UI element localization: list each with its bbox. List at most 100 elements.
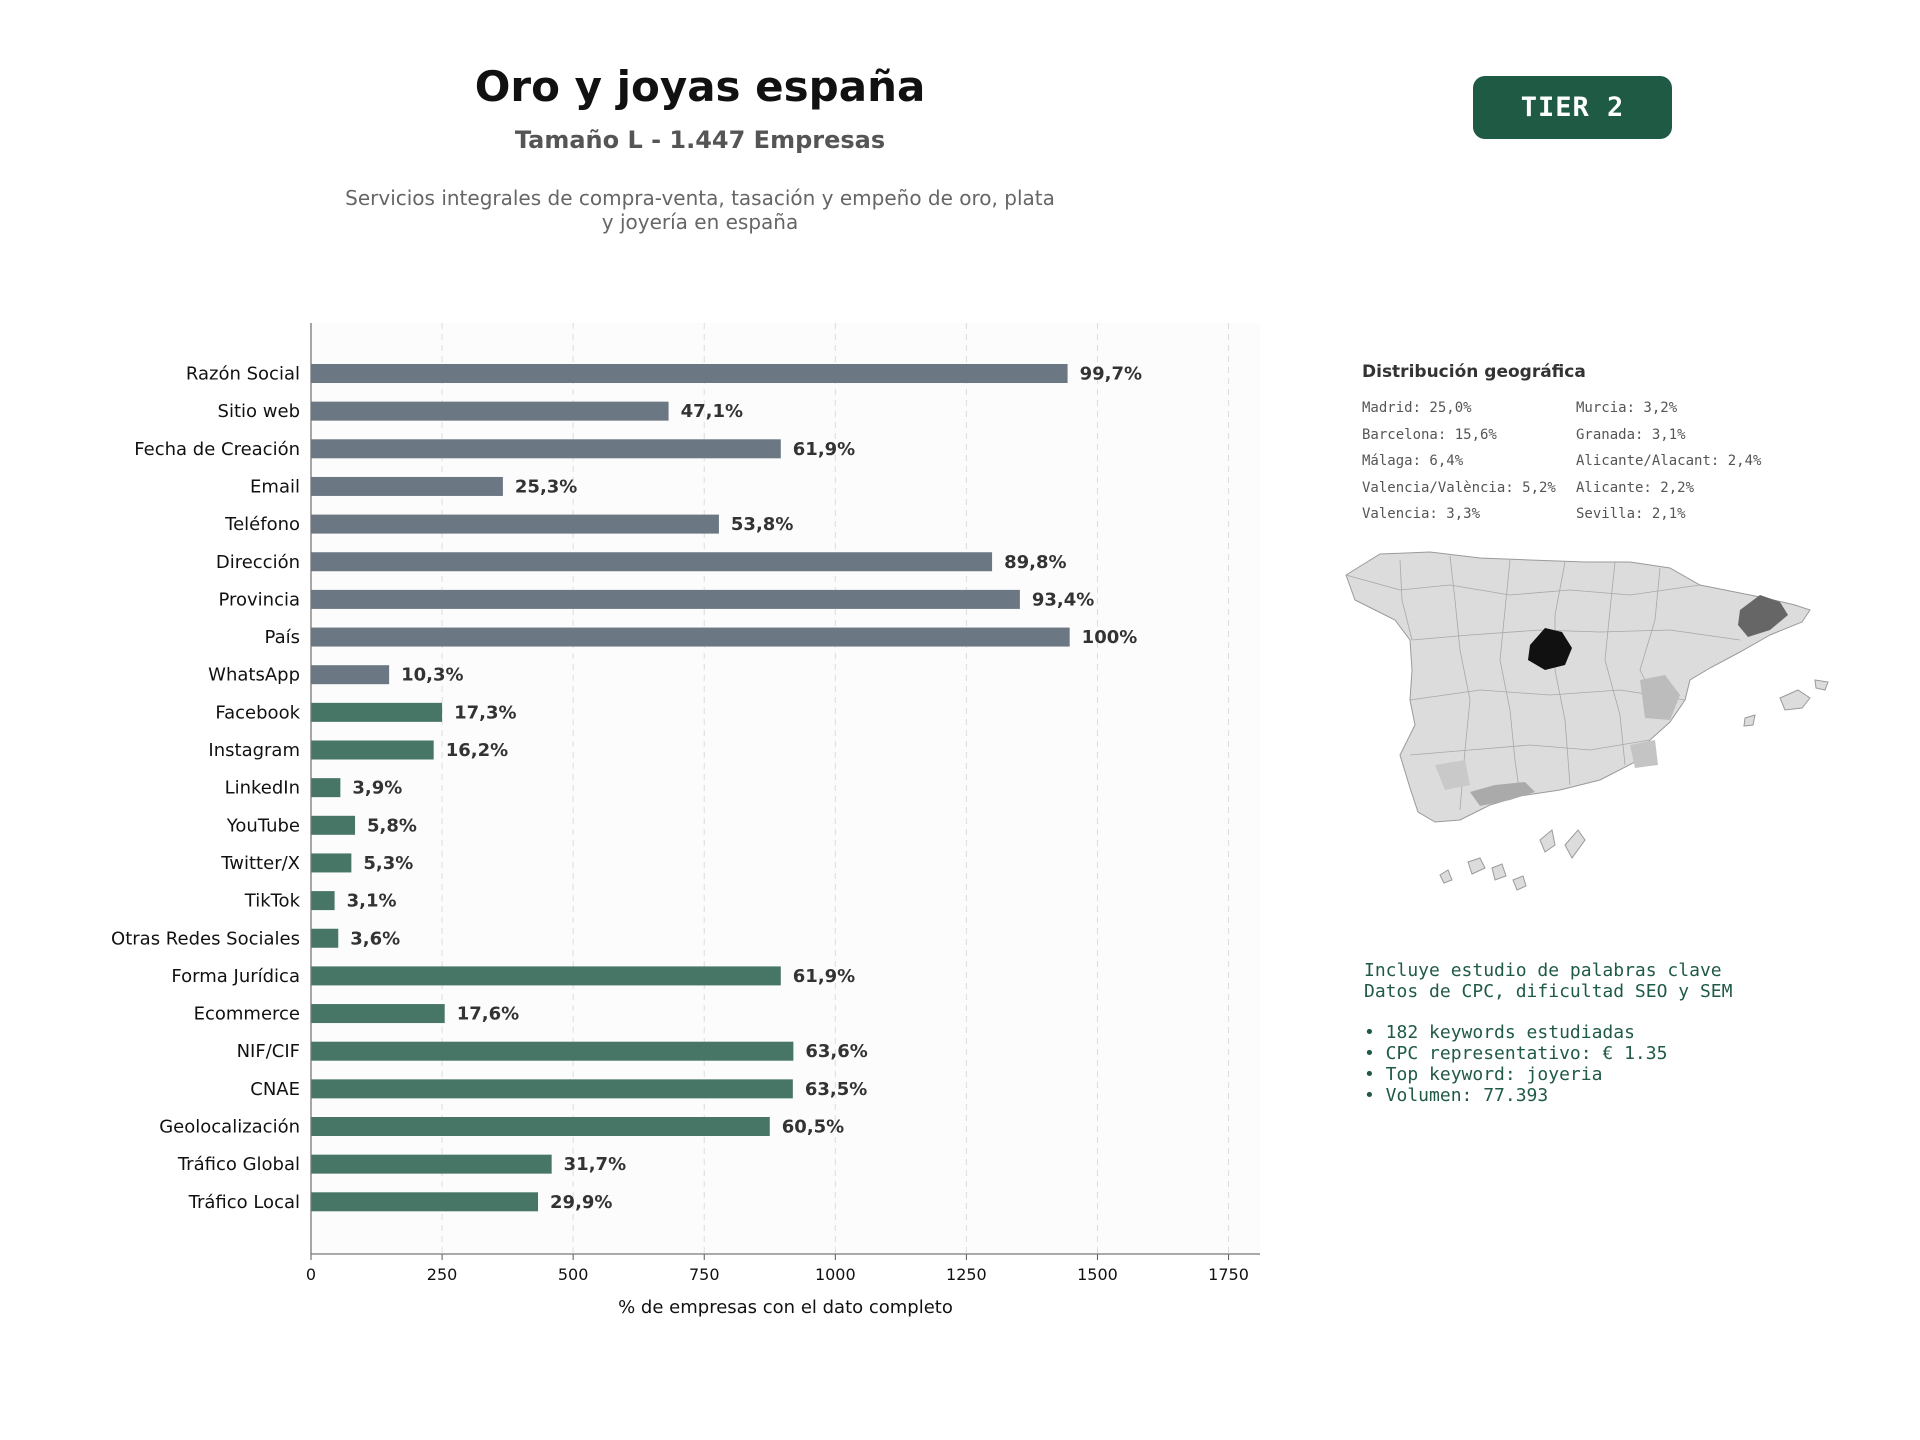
bar xyxy=(311,1079,793,1099)
bar xyxy=(311,1154,552,1174)
data-label: 89,8% xyxy=(1004,552,1066,573)
page-title: Oro y joyas españa xyxy=(474,62,926,111)
bar xyxy=(311,552,993,572)
map-region-madrid xyxy=(1528,628,1572,670)
category-label: Facebook xyxy=(215,702,300,723)
bar xyxy=(311,1004,445,1024)
bar xyxy=(311,589,1020,609)
category-label: TikTok xyxy=(244,891,301,912)
data-label: 63,5% xyxy=(805,1079,867,1100)
geo-item: Alicante/Alacant: 2,4% xyxy=(1576,453,1762,469)
x-tick-label: 250 xyxy=(427,1265,458,1284)
category-label: LinkedIn xyxy=(225,778,300,799)
bar xyxy=(311,1192,539,1212)
bar xyxy=(311,665,390,685)
data-label: 25,3% xyxy=(515,476,577,497)
map-region-sevilla xyxy=(1435,760,1470,790)
description-line-1: Servicios integrales de compra-venta, ta… xyxy=(345,186,1055,210)
bar xyxy=(311,627,1070,647)
page-description: Servicios integrales de compra-venta, ta… xyxy=(300,186,1100,234)
category-label: Geolocalización xyxy=(159,1117,300,1138)
data-label: 16,2% xyxy=(446,740,508,761)
x-tick-label: 1000 xyxy=(815,1265,856,1284)
map-region-barcelona xyxy=(1738,595,1788,637)
map-mainland xyxy=(1345,551,1811,823)
geo-item: Sevilla: 2,1% xyxy=(1576,506,1686,522)
data-label: 31,7% xyxy=(564,1154,626,1175)
description-line-2: y joyería en españa xyxy=(601,210,799,234)
category-label: WhatsApp xyxy=(208,665,300,686)
data-label: 60,5% xyxy=(782,1117,844,1138)
map-region-murcia xyxy=(1630,740,1658,768)
x-tick-label: 1750 xyxy=(1208,1265,1249,1284)
category-label: NIF/CIF xyxy=(237,1041,300,1062)
data-label: 63,6% xyxy=(805,1041,867,1062)
info-line-2: Datos de CPC, dificultad SEO y SEM xyxy=(1364,981,1733,1002)
x-tick-label: 1500 xyxy=(1077,1265,1118,1284)
bar-chart: 0 250 500 750 1000 1250 1500 1750 Razón Social 99… xyxy=(111,323,1260,1318)
category-label: Fecha de Creación xyxy=(134,439,300,460)
bar xyxy=(311,853,352,873)
x-axis-label: % de empresas con el dato completo xyxy=(618,1297,953,1318)
data-label: 29,9% xyxy=(550,1192,612,1213)
category-label: YouTube xyxy=(226,815,300,836)
x-tick-label: 0 xyxy=(306,1265,316,1284)
data-label: 93,4% xyxy=(1032,589,1094,610)
info-bullet: • 182 keywords estudiadas xyxy=(1364,1022,1635,1043)
geo-item: Barcelona: 15,6% xyxy=(1362,426,1497,443)
geo-item: Murcia: 3,2% xyxy=(1576,400,1678,416)
info-line-1: Incluye estudio de palabras clave xyxy=(1364,960,1722,981)
bar xyxy=(311,966,781,986)
bar xyxy=(311,1041,794,1061)
bar xyxy=(311,891,335,911)
map-region-malaga xyxy=(1470,782,1535,806)
category-label: Forma Jurídica xyxy=(171,966,300,987)
geo-distribution-title: Distribución geográfica xyxy=(1362,362,1586,382)
map-canary-islands xyxy=(1439,829,1586,891)
data-label: 61,9% xyxy=(793,439,855,460)
geo-distribution-list: Madrid: 25,0% Murcia: 3,2% Barcelona: 15… xyxy=(1362,398,1782,525)
info-bullet: • CPC representativo: € 1.35 xyxy=(1364,1043,1668,1064)
category-label: Dirección xyxy=(216,552,300,573)
x-tick-label: 1250 xyxy=(946,1265,987,1284)
data-label: 17,3% xyxy=(454,702,516,723)
bar xyxy=(311,514,719,534)
bar xyxy=(311,364,1068,383)
info-bullet: • Top keyword: joyeria xyxy=(1364,1064,1603,1085)
bar xyxy=(311,778,341,798)
tier-badge: TIER 2 xyxy=(1473,76,1672,139)
category-label: Instagram xyxy=(208,740,300,761)
bar xyxy=(311,439,781,459)
geo-item: Madrid: 25,0% xyxy=(1362,400,1472,416)
bar xyxy=(311,815,356,835)
data-label: 47,1% xyxy=(681,401,743,422)
geo-item: Valencia: 3,3% xyxy=(1362,506,1481,522)
data-label: 3,1% xyxy=(347,891,397,912)
geo-item: Alicante: 2,2% xyxy=(1576,479,1695,496)
data-label: 3,6% xyxy=(350,928,400,949)
data-label: 5,8% xyxy=(367,815,417,836)
data-label: 99,7% xyxy=(1080,364,1142,385)
page-subtitle: Tamaño L - 1.447 Empresas xyxy=(514,126,886,154)
category-label: Twitter/X xyxy=(220,853,300,874)
info-bullet: • Volumen: 77.393 xyxy=(1364,1085,1549,1106)
data-label: 10,3% xyxy=(401,665,463,686)
category-label: Razón Social xyxy=(186,364,300,385)
map-province-lines xyxy=(1345,555,1741,811)
bar xyxy=(311,401,669,421)
category-label: Otras Redes Sociales xyxy=(111,928,300,949)
data-label: 53,8% xyxy=(731,514,793,535)
x-tick-label: 500 xyxy=(558,1265,589,1284)
data-label: 5,3% xyxy=(363,853,413,874)
bar xyxy=(311,740,434,760)
plot-area xyxy=(311,323,1260,1254)
bar xyxy=(311,1117,770,1136)
geo-item: Málaga: 6,4% xyxy=(1362,453,1464,469)
category-label: Provincia xyxy=(218,589,300,610)
data-label: 61,9% xyxy=(793,966,855,987)
keyword-study-info: Incluye estudio de palabras clave Datos … xyxy=(1364,960,1732,1106)
category-label: CNAE xyxy=(250,1079,300,1100)
map-balearic-islands xyxy=(1743,679,1829,727)
bar xyxy=(311,928,339,948)
data-label: 100% xyxy=(1082,627,1138,648)
